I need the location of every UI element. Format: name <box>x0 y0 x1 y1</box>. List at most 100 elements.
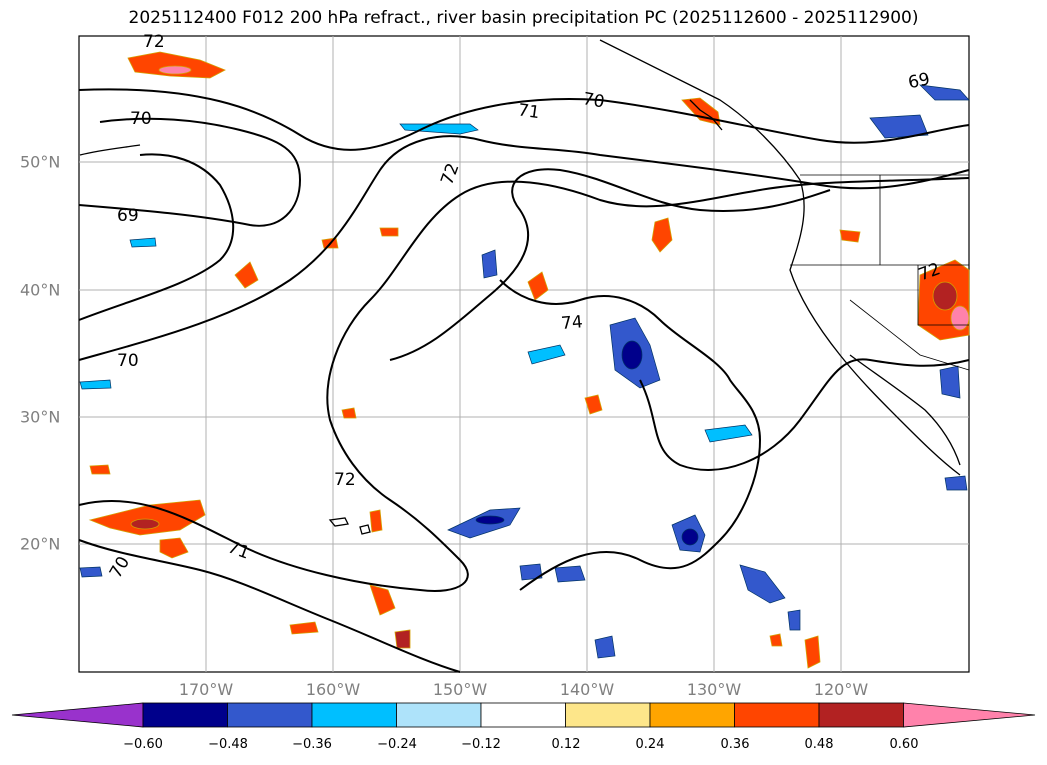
contour-line <box>78 539 461 673</box>
colorbar-cell <box>565 702 651 728</box>
lon-label-160w: 160°W <box>305 680 361 699</box>
negative-area <box>527 344 566 365</box>
borders <box>790 174 970 371</box>
contour-line <box>78 88 970 151</box>
positive-area <box>379 227 399 237</box>
positive-area <box>527 271 549 301</box>
negative-area <box>704 424 753 443</box>
positive-area <box>651 217 673 253</box>
coastline <box>689 99 723 131</box>
positive-area <box>89 464 111 475</box>
lon-label-140w: 140°W <box>559 680 615 699</box>
contour-line <box>499 279 762 591</box>
coastline <box>359 524 371 535</box>
contour-line <box>78 177 970 592</box>
lat-label-20n: 20°N <box>20 534 61 554</box>
positive-area <box>127 51 226 79</box>
positive-area <box>769 633 783 647</box>
negative-area <box>79 379 112 390</box>
negative-area <box>79 566 103 578</box>
negative-area <box>621 340 643 370</box>
colorbar-cell <box>480 702 566 728</box>
colorbar-tick: −0.12 <box>461 737 501 752</box>
contour-label: 69 <box>906 69 931 93</box>
positive-area <box>369 584 396 616</box>
coastlines <box>79 39 961 535</box>
colorbar-cell <box>11 702 144 728</box>
contour-label: 70 <box>581 89 606 112</box>
contour-line <box>78 135 970 361</box>
coastline <box>849 354 961 466</box>
border-line <box>917 265 969 326</box>
negative-area <box>919 84 970 101</box>
refractivity-contours <box>78 88 970 673</box>
negative-area <box>129 237 157 248</box>
contour-line <box>78 153 235 321</box>
colorbar <box>11 702 1036 728</box>
contour-label: 70 <box>117 351 139 371</box>
colorbar-tick: 0.24 <box>635 737 665 752</box>
positive-pc-areas <box>88 51 970 669</box>
coastline <box>328 517 349 527</box>
colorbar-tick: 0.60 <box>889 737 919 752</box>
positive-area <box>130 518 160 530</box>
negative-area <box>399 123 479 135</box>
colorbar-cell <box>649 702 735 728</box>
colorbar-cell <box>734 702 820 728</box>
colorbar-tick: 0.36 <box>720 737 750 752</box>
contour-line <box>78 117 302 227</box>
contour-label: 70 <box>130 109 152 129</box>
lat-label-40n: 40°N <box>20 280 61 300</box>
negative-area <box>869 114 929 139</box>
positive-area <box>289 621 319 635</box>
map-panel: 72 70 71 70 69 72 69 70 74 72 70 71 72 <box>78 32 970 673</box>
contour-label: 69 <box>117 206 139 226</box>
lat-label-50n: 50°N <box>20 152 61 172</box>
colorbar-tick: −0.24 <box>377 737 417 752</box>
contour-label: 72 <box>143 32 165 52</box>
positive-area <box>158 65 192 75</box>
colorbar-cell <box>903 702 1036 728</box>
negative-area <box>739 564 786 604</box>
contour-line <box>389 168 831 361</box>
colorbar-tick: −0.36 <box>292 737 332 752</box>
colorbar-tick: 0.12 <box>551 737 581 752</box>
colorbar-cell <box>818 702 904 728</box>
positive-area <box>369 509 383 533</box>
colorbar-cell <box>227 702 313 728</box>
negative-area <box>787 609 801 631</box>
negative-area <box>944 475 968 491</box>
negative-area <box>554 565 586 583</box>
negative-area <box>939 365 961 399</box>
positive-area <box>394 629 411 649</box>
colorbar-tick: −0.48 <box>208 737 248 752</box>
lon-label-120w: 120°W <box>813 680 869 699</box>
negative-area <box>481 249 498 279</box>
positive-area <box>839 229 861 243</box>
positive-area <box>234 261 259 289</box>
positive-area <box>584 394 603 415</box>
negative-pc-areas <box>79 84 970 659</box>
colorbar-cell <box>311 702 397 728</box>
contour-label: 71 <box>517 100 541 123</box>
contour-label: 74 <box>560 312 583 334</box>
positive-area <box>341 407 357 419</box>
positive-area <box>932 281 958 311</box>
border-line <box>849 299 970 371</box>
contour-label: 72 <box>334 470 356 490</box>
colorbar-tick: 0.48 <box>804 737 834 752</box>
colorbar-tick: −0.60 <box>123 737 163 752</box>
lon-label-130w: 130°W <box>686 680 742 699</box>
colorbar-cells <box>11 702 1036 728</box>
positive-area <box>159 537 189 559</box>
negative-area <box>519 563 543 581</box>
coastline <box>79 144 141 156</box>
positive-area <box>804 635 821 669</box>
lon-label-170w: 170°W <box>178 680 234 699</box>
contour-line <box>639 358 970 471</box>
coastline <box>599 39 961 476</box>
negative-area <box>681 528 699 546</box>
lat-label-30n: 30°N <box>20 407 61 427</box>
map-title: 2025112400 F012 200 hPa refract., river … <box>128 8 919 28</box>
lon-label-150w: 150°W <box>432 680 488 699</box>
